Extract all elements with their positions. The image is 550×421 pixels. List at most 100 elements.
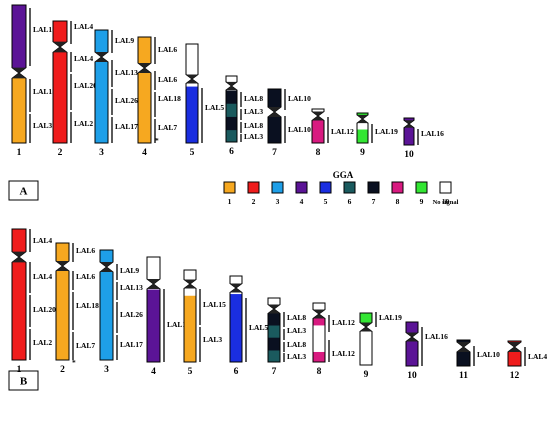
chromosome-4-fill: [138, 37, 151, 143]
chromosome-1-label-4: LAL2: [33, 338, 52, 347]
chromosome-6: 6 LAL5: [229, 275, 268, 377]
chromosome-1-fill: [12, 5, 26, 143]
chromosome-12-centromere: [508, 342, 521, 352]
chromosome-7-fill: [268, 298, 280, 362]
legend-label-8: 8: [396, 197, 400, 206]
chromosome-1: 1 LAL1 LAL15 LAL3: [11, 4, 56, 158]
chromosome-3: 3 LAL9 LAL13 LAL26 LAL17: [94, 29, 138, 158]
chromosome-7-number: 7: [272, 367, 277, 377]
chromosome-4-label-3: LAL18: [158, 94, 181, 103]
chromosome-1-label-1: LAL1: [33, 25, 52, 34]
chromosome-8-label-2: LAL12: [332, 349, 355, 358]
chromosome-10-outline: [405, 321, 419, 367]
panel-a-letter: A: [20, 186, 28, 198]
chromosome-10-number: 10: [404, 150, 414, 160]
chromosome-9-band-2: [357, 119, 368, 130]
legend-label-1: 1: [228, 197, 232, 206]
chromosome-6-centromere: [230, 283, 242, 293]
chromosome-5-centromere: [186, 74, 198, 84]
chromosome-2-label-2: LAL4: [74, 54, 93, 63]
chromosome-6-outline: [229, 275, 243, 363]
chromosome-10-band-1: [406, 322, 418, 366]
chromosome-6-number: 6: [229, 147, 234, 157]
chromosome-4-label-4: LAL7: [158, 123, 177, 132]
chromosome-8-label-1: LAL12: [332, 318, 355, 327]
chromosome-2-number: 2: [60, 365, 65, 375]
chromosome-4-number: 4: [142, 148, 147, 158]
legend-swatch-4: [295, 181, 308, 194]
chromosome-12-outline: [507, 340, 522, 367]
chromosome-2-label-1: LAL4: [74, 22, 93, 31]
chromosome-1-number: 1: [17, 365, 22, 375]
chromosome-9-outline: [359, 312, 373, 366]
chromosome-9: 9 LAL19: [359, 312, 402, 380]
chromosome-7-number: 7: [272, 148, 277, 158]
legend-swatch-6: [343, 181, 356, 194]
chromosome-3-band-1: [95, 30, 108, 143]
legend-label-3: 3: [276, 197, 280, 206]
legend-no-signal-label: No signal: [433, 199, 459, 206]
chromosome-7-label-4: LAL3: [287, 352, 306, 361]
chromosome-5-fill: [186, 44, 198, 143]
asterisk-mark-b: *: [72, 358, 76, 367]
chromosome-8-band-2: [313, 314, 325, 326]
chromosome-1-label-3: LAL3: [33, 121, 52, 130]
chromosome-8-band-3: [313, 325, 325, 353]
chromosome-2: 2 LAL4 LAL4 LAL20 LAL2: [52, 20, 97, 158]
chromosome-4-label-2: LAL6: [158, 75, 177, 84]
chromosome-9-band-3: [357, 129, 368, 143]
chromosome-11-centromere: [457, 342, 470, 352]
chromosome-1: 1 LAL4 LAL4 LAL20 LAL2: [11, 228, 56, 375]
chromosome-5-band-2: [186, 86, 198, 143]
chromosome-3-centromere: [100, 262, 113, 272]
chromosome-2-label-3: LAL18: [76, 301, 99, 310]
chromosome-7-centromere: [268, 107, 281, 117]
chromosome-6-band-2: [226, 90, 237, 105]
chromosome-4-label-1: LAL6: [158, 45, 177, 54]
chromosome-6-label-3: LAL8: [244, 121, 263, 130]
chromosome-1-centromere: [12, 67, 26, 79]
chromosome-3-label-2: LAL13: [120, 283, 143, 292]
chromosome-6-label-1: LAL8: [244, 94, 263, 103]
panel-a: 1 LAL1 LAL15 LAL3 2 LAL4 LAL4 LAL20 LAL2 3 LAL9 LAL…: [11, 4, 444, 160]
chromosome-1-fill: [12, 229, 26, 361]
chromosome-10-fill: [406, 322, 418, 366]
chromosome-9-outline: [356, 112, 369, 144]
chromosome-7: 7 LAL8 LAL3 LAL8 LAL3: [267, 297, 306, 377]
chromosome-2-number: 2: [58, 148, 63, 158]
chromosome-11-label-1: LAL10: [477, 350, 500, 359]
chromosome-2-label-1: LAL6: [76, 246, 95, 255]
chromosome-9-band-2: [360, 323, 372, 365]
chromosome-10-label-1: LAL16: [425, 332, 448, 341]
chromosome-4-centromere: [138, 63, 151, 73]
chromosome-2-band-1: [53, 21, 67, 143]
legend-swatch-2: [247, 181, 260, 194]
chromosome-4-outline: [137, 36, 152, 144]
chromosome-1-band-2: [12, 69, 26, 143]
chromosome-3: 3 LAL9 LAL13 LAL26 LAL17: [99, 249, 143, 375]
chromosome-5-band-2: [184, 295, 196, 362]
chromosome-8-label-1: LAL12: [331, 127, 354, 136]
chromosome-1-band-1: [12, 229, 26, 361]
asterisk-mark-a: *: [155, 136, 159, 145]
chromosome-8-number: 8: [317, 367, 322, 377]
legend-label-7: 7: [372, 197, 376, 206]
chromosome-5-label-1: LAL15: [203, 300, 226, 309]
legend-label-4: 4: [300, 197, 304, 206]
chromosome-3-label-1: LAL9: [120, 266, 139, 275]
legend-swatch-1: [223, 181, 236, 194]
chromosome-10-band-1: [404, 118, 414, 146]
chromosome-10: 10 LAL16: [405, 321, 448, 381]
legend-swatch-5: [319, 181, 332, 194]
panel-b-letter: B: [20, 376, 28, 388]
chromosome-4-number: 4: [151, 367, 156, 377]
panel-a-label: A: [8, 180, 39, 201]
chromosome-10-fill: [404, 118, 414, 146]
chromosome-10-number: 10: [407, 371, 417, 381]
chromosome-2-centromere: [53, 41, 67, 53]
chromosome-8-outline: [311, 108, 325, 144]
chromosome-3-label-3: LAL26: [120, 310, 143, 319]
chromosome-2-label-4: LAL2: [74, 119, 93, 128]
legend-label-10: 10: [442, 197, 450, 206]
chromosome-1-number: 1: [17, 148, 22, 158]
